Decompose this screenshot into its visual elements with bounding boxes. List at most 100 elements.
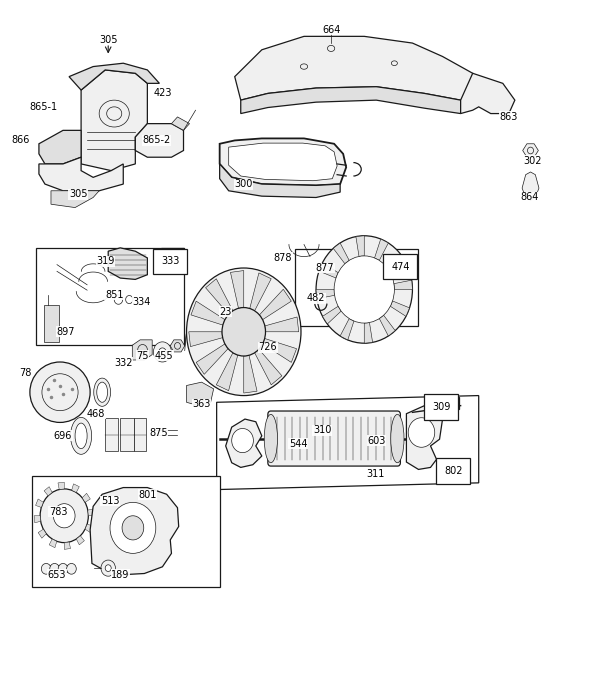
Text: 309: 309 [432,402,451,412]
Polygon shape [88,509,94,516]
Polygon shape [32,476,219,587]
Text: 801: 801 [138,490,156,500]
Polygon shape [105,418,119,452]
Polygon shape [58,482,64,489]
Polygon shape [136,124,184,157]
Polygon shape [44,565,74,572]
Ellipse shape [391,414,404,462]
Circle shape [159,348,166,356]
Text: 333: 333 [161,257,179,266]
Polygon shape [76,536,85,545]
Polygon shape [206,279,233,314]
Circle shape [41,563,51,574]
Polygon shape [461,73,515,114]
Polygon shape [226,419,262,467]
Bar [36,248,184,345]
Circle shape [58,563,68,574]
Circle shape [101,560,116,576]
Text: 305: 305 [99,35,117,45]
Polygon shape [85,524,93,533]
Text: 23: 23 [219,307,232,317]
Polygon shape [340,319,354,340]
Circle shape [187,268,301,395]
Polygon shape [319,263,338,278]
Polygon shape [250,273,271,311]
Polygon shape [216,395,478,489]
Text: 455: 455 [155,351,173,361]
Polygon shape [244,355,257,393]
Text: 310: 310 [313,425,331,435]
Polygon shape [189,332,223,347]
Circle shape [222,307,266,356]
Text: 802: 802 [444,466,463,476]
Circle shape [54,504,75,528]
Text: 189: 189 [111,570,130,580]
Ellipse shape [71,418,92,454]
Text: 332: 332 [114,357,133,368]
Text: 877: 877 [316,263,334,273]
Text: 866: 866 [12,135,30,146]
Text: 474: 474 [391,261,410,271]
Circle shape [334,256,395,323]
Circle shape [40,489,88,543]
Polygon shape [133,340,152,360]
Text: 305: 305 [69,189,88,199]
Polygon shape [108,248,147,280]
Polygon shape [72,484,79,492]
Bar [435,397,460,409]
Polygon shape [356,236,364,257]
Ellipse shape [94,378,111,406]
Text: 783: 783 [49,506,67,517]
Polygon shape [134,418,146,452]
Text: 363: 363 [192,399,211,410]
Polygon shape [316,290,334,299]
Text: 468: 468 [87,409,105,418]
Polygon shape [235,37,478,100]
Polygon shape [69,63,159,90]
Polygon shape [322,306,341,324]
Polygon shape [333,243,349,264]
Text: 300: 300 [235,179,253,189]
Circle shape [67,563,76,574]
Ellipse shape [75,423,87,449]
Text: 897: 897 [57,327,75,336]
Circle shape [105,565,111,571]
Text: 334: 334 [132,297,151,307]
Text: 878: 878 [274,253,292,263]
Bar [437,467,461,479]
Polygon shape [375,239,389,261]
Polygon shape [39,131,81,164]
Text: 664: 664 [322,24,340,35]
Text: 482: 482 [307,293,325,303]
Text: 423: 423 [153,89,171,98]
Circle shape [153,342,171,362]
Circle shape [316,236,412,343]
Polygon shape [90,487,179,575]
Circle shape [122,516,143,540]
Text: 75: 75 [136,351,149,361]
Bar [44,305,59,342]
Text: 865-1: 865-1 [30,102,58,112]
Polygon shape [191,301,225,325]
Polygon shape [219,138,346,185]
Text: 653: 653 [48,570,66,580]
Text: 851: 851 [105,290,123,300]
Circle shape [50,563,60,574]
Polygon shape [364,322,373,343]
Polygon shape [265,317,299,332]
Polygon shape [120,418,134,452]
Text: 544: 544 [289,439,307,449]
Text: 865-2: 865-2 [142,135,170,146]
Text: 864: 864 [520,192,539,202]
Circle shape [232,429,254,453]
Polygon shape [229,143,337,181]
Polygon shape [241,87,461,114]
Polygon shape [34,516,41,523]
Bar [161,248,184,258]
Ellipse shape [264,414,277,462]
Polygon shape [394,280,412,290]
Polygon shape [39,157,123,191]
Polygon shape [44,487,52,496]
Polygon shape [49,539,57,548]
Polygon shape [171,117,190,131]
